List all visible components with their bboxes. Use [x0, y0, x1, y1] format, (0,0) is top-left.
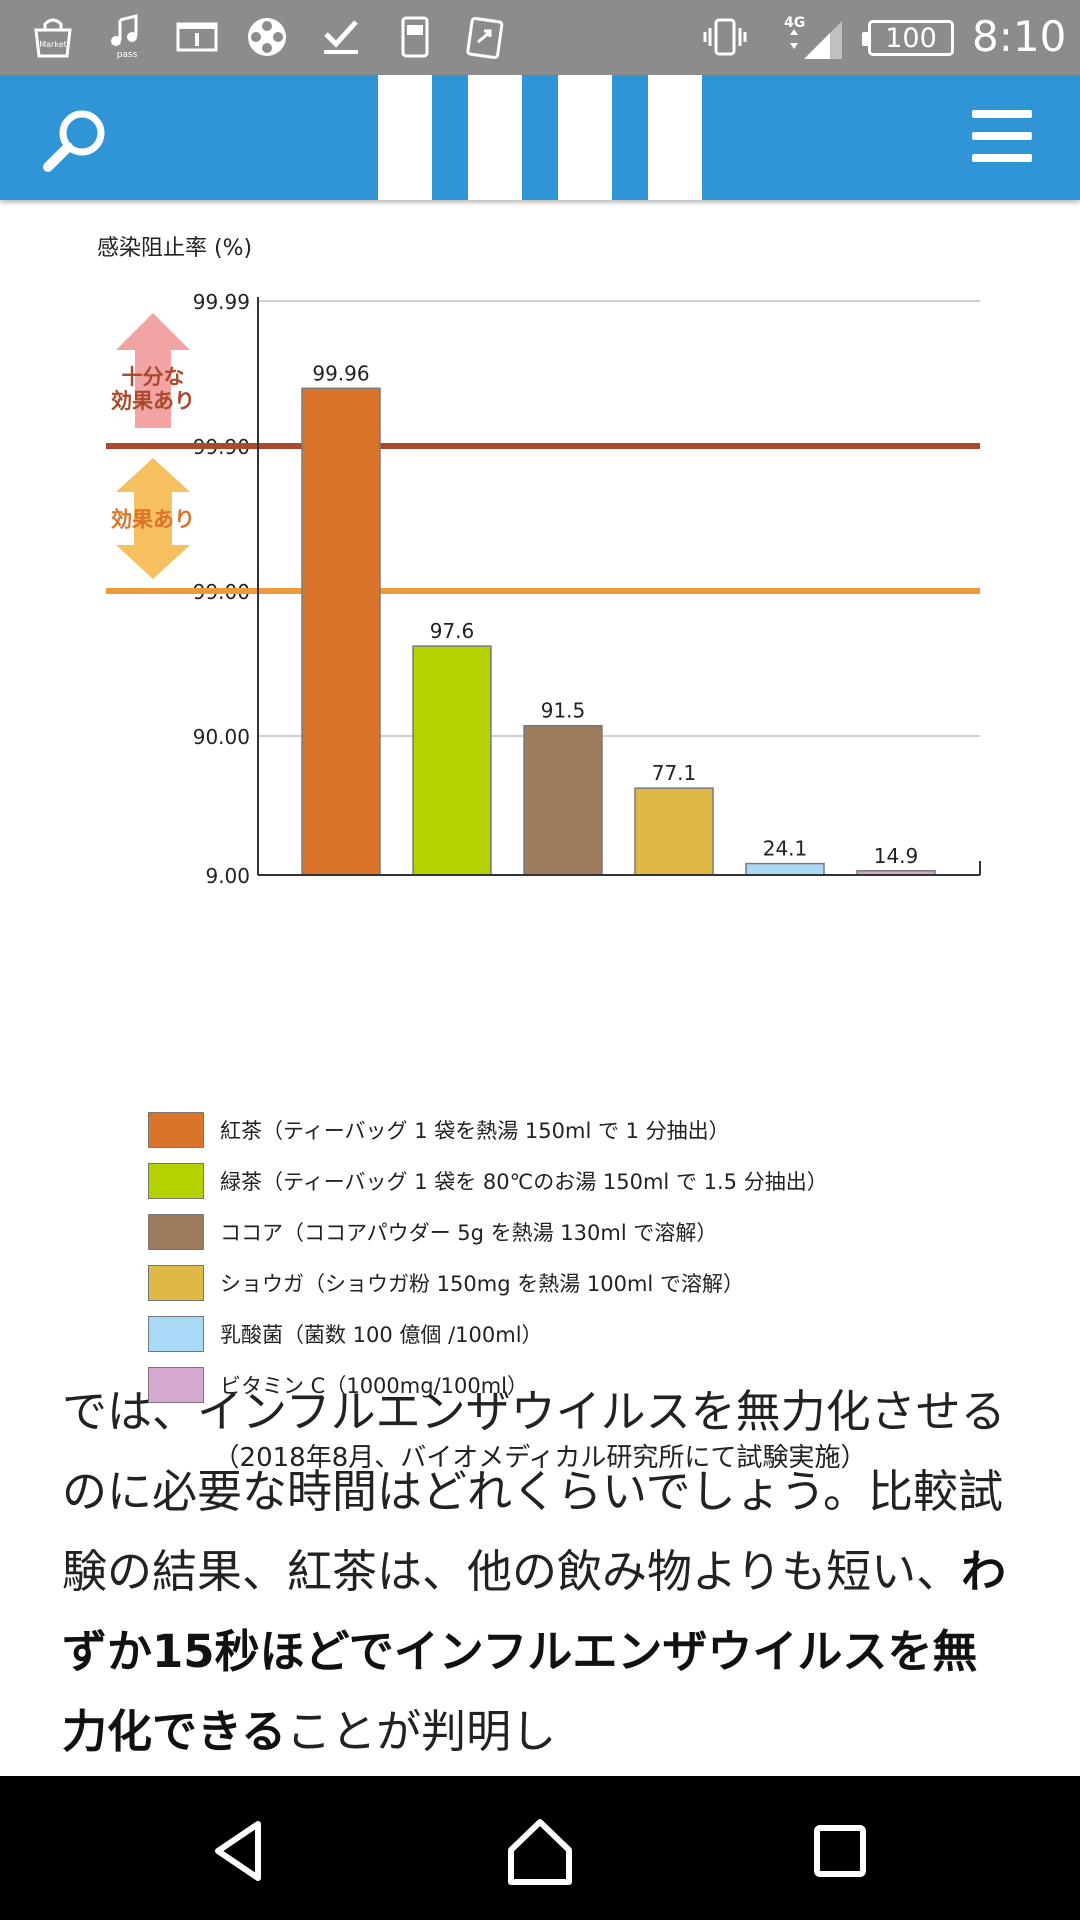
legend-swatch: [148, 1214, 204, 1250]
chart-svg: 感染阻止率 (%)99.9999.9099.0090.009.0099.9697…: [97, 236, 981, 888]
bar-4: [634, 787, 714, 876]
legend-label: 緑茶（ティーバッグ 1 袋を 80℃のお湯 150ml で 1.5 分抽出）: [220, 1170, 828, 1194]
pass-label: pass: [117, 50, 138, 60]
system-nav-bar: [0, 1776, 1080, 1920]
hamburger-menu-icon[interactable]: [972, 110, 1036, 166]
logo-stripe: [378, 75, 432, 200]
battery-level: 100: [885, 22, 937, 54]
phone-icon: [392, 14, 438, 60]
bar-value-label: 24.1: [763, 837, 808, 861]
vibrate-icon: [702, 14, 748, 60]
status-bar: Market pass: [0, 0, 1080, 75]
clock: 8:10: [972, 12, 1067, 61]
legend-label: 乳酸菌（菌数 100 億個 /100ml）: [220, 1323, 543, 1347]
bar-3: [523, 724, 603, 876]
bar-1: [301, 387, 381, 876]
film-reel-icon: [244, 14, 290, 60]
legend-swatch: [148, 1316, 204, 1352]
legend-item: ビタミン C（1000mg/100ml）: [148, 1365, 948, 1405]
chart-note: （2018年8月、バイオメディカル研究所にて試験実施）: [213, 1443, 867, 1473]
y-axis-label: 感染阻止率 (%): [97, 236, 252, 261]
legend-label: ビタミン C（1000mg/100ml）: [220, 1374, 529, 1398]
signal-icon: 4G: [780, 14, 846, 60]
effect-arrow-icon: [116, 457, 190, 579]
strong-effect-label: 効果あり: [111, 389, 195, 413]
effect-label: 効果あり: [111, 507, 195, 531]
market-label: Market: [39, 40, 67, 49]
network-label: 4G: [784, 15, 805, 31]
legend-label: ココア（ココアパウダー 5g を熱湯 130ml で溶解）: [220, 1221, 718, 1245]
back-triangle-icon[interactable]: [196, 1806, 286, 1896]
bar-value-label: 14.9: [874, 844, 919, 868]
recents-square-icon[interactable]: [795, 1806, 885, 1896]
legend-label: 紅茶（ティーバッグ 1 袋を熱湯 150ml で 1 分抽出）: [220, 1119, 730, 1143]
bar-value-label: 99.96: [312, 361, 369, 385]
bar-2: [412, 645, 492, 876]
legend-swatch: [148, 1163, 204, 1199]
download-done-icon: [318, 14, 364, 60]
home-icon[interactable]: [495, 1806, 585, 1896]
search-icon[interactable]: [38, 103, 114, 179]
share-icon: [462, 14, 508, 60]
y-tick-label: 99.99: [193, 290, 250, 314]
music-pass-icon: pass: [104, 14, 150, 60]
bar-value-label: 77.1: [652, 761, 697, 785]
logo-stripe: [558, 75, 612, 200]
strong-effect-arrow-icon: [116, 313, 190, 428]
legend-swatch: [148, 1367, 204, 1403]
legend-swatch: [148, 1265, 204, 1301]
y-tick-label: 9.00: [205, 864, 250, 888]
article-text-end: ことが判明し: [286, 1705, 557, 1758]
bar-value-label: 91.5: [541, 699, 586, 723]
market-icon: Market: [30, 14, 76, 60]
legend-item: 緑茶（ティーバッグ 1 袋を 80℃のお湯 150ml で 1.5 分抽出）: [148, 1161, 948, 1201]
battery-icon: 100: [862, 20, 954, 56]
strong-effect-label: 十分な: [122, 365, 185, 389]
legend-item: ショウガ（ショウガ粉 150mg を熱湯 100ml で溶解）: [148, 1263, 948, 1303]
article-emphasis: わずか15秒ほどでインフルエンザウイルスを無力化できる: [62, 1545, 1007, 1758]
legend-item: 紅茶（ティーバッグ 1 袋を熱湯 150ml で 1 分抽出）: [148, 1110, 948, 1150]
info-icon: [174, 14, 220, 60]
y-tick-label: 90.00: [193, 725, 250, 749]
legend-swatch: [148, 1112, 204, 1148]
legend-label: ショウガ（ショウガ粉 150mg を熱湯 100ml で溶解）: [220, 1272, 744, 1296]
logo-stripe: [648, 75, 702, 200]
logo-stripe: [468, 75, 522, 200]
legend-item: 乳酸菌（菌数 100 億個 /100ml）: [148, 1314, 948, 1354]
infection-prevention-chart: 感染阻止率 (%)99.9999.9099.0090.009.0099.9697…: [0, 200, 1080, 1473]
legend-item: ココア（ココアパウダー 5g を熱湯 130ml で溶解）: [148, 1212, 948, 1252]
article-text: では、インフルエンザウイルスを無力化させるのに必要な時間はどれくらいでしょう。比…: [62, 1385, 1006, 1598]
article-paragraph: では、インフルエンザウイルスを無力化させるのに必要な時間はどれくらいでしょう。比…: [62, 1372, 1022, 1772]
bar-value-label: 97.6: [430, 619, 475, 643]
bar-5: [745, 862, 825, 876]
app-header: [0, 75, 1080, 200]
